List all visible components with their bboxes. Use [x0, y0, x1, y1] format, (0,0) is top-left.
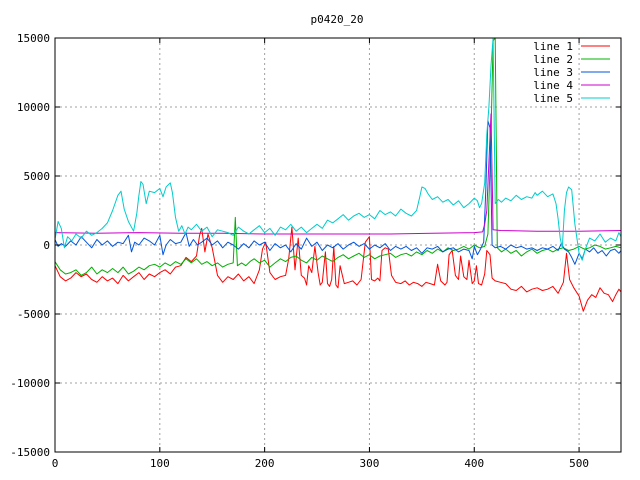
x-tick-label: 400: [464, 457, 484, 470]
series-line-4: [54, 113, 622, 235]
series-line-2: [54, 37, 622, 276]
x-tick-label: 300: [360, 457, 380, 470]
legend-label-1: line 1: [533, 40, 573, 53]
chart-title: p0420_20: [311, 13, 364, 26]
x-tick-label: 500: [569, 457, 589, 470]
y-tick-label: 15000: [17, 32, 50, 45]
y-tick-label: -10000: [10, 377, 50, 390]
y-tick-label: -15000: [10, 446, 50, 459]
legend-label-3: line 3: [533, 66, 573, 79]
series-layer: [54, 37, 622, 312]
y-tick-label: -5000: [17, 308, 50, 321]
x-tick-label: 0: [52, 457, 59, 470]
legend-label-4: line 4: [533, 79, 573, 92]
y-tick-label: 5000: [24, 170, 51, 183]
legend-label-2: line 2: [533, 53, 573, 66]
series-line-5: [54, 37, 622, 261]
y-tick-label: 10000: [17, 101, 50, 114]
axis-ticks: 0 100 200 300 400 500 -15000 -10000 -5000 0 5000 10…: [10, 32, 621, 470]
x-tick-label: 100: [150, 457, 170, 470]
x-tick-label: 200: [255, 457, 275, 470]
y-tick-label: 0: [43, 239, 50, 252]
series-line-3: [54, 120, 622, 265]
legend-label-5: line 5: [533, 92, 573, 105]
series-line-1: [54, 226, 622, 312]
